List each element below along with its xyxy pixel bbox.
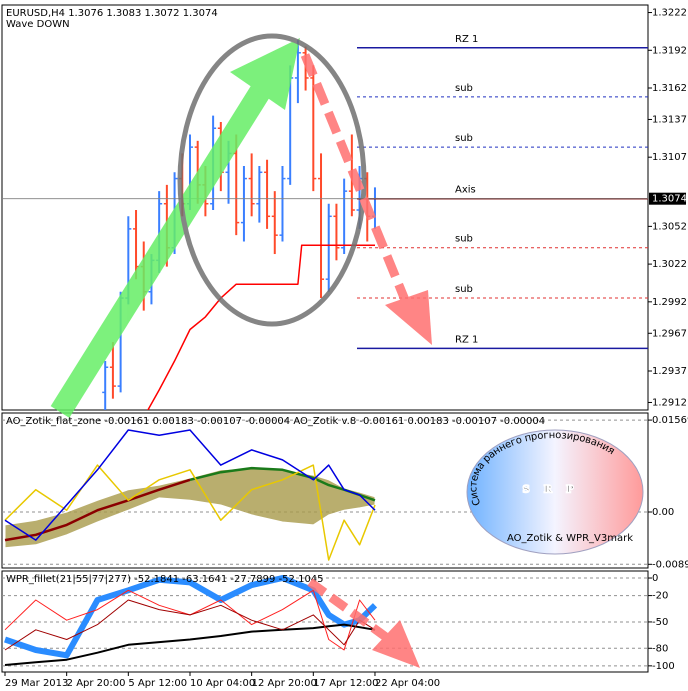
annotations <box>50 33 432 668</box>
y-tick-label: 1.3137 <box>652 114 687 125</box>
price-box <box>649 192 686 205</box>
red-arrow-head <box>385 290 432 345</box>
series-line <box>4 599 376 651</box>
y-tick-label: 1.3162 <box>652 83 687 94</box>
y-tick-label: 1.3022 <box>652 259 687 270</box>
y-tick-label: -50 <box>652 617 668 628</box>
level-label: RZ 1 <box>455 34 478 45</box>
pane <box>2 575 648 667</box>
level-label: sub <box>455 133 473 144</box>
x-tick-label: 10 Apr 04:00 <box>190 678 255 689</box>
y-tick-label: 1.3052 <box>652 221 687 232</box>
y-tick-label: -80 <box>652 643 668 654</box>
series-line <box>4 429 376 541</box>
y-tick-label: 0.01569 <box>652 415 688 426</box>
price-label: 1.3074 <box>652 194 687 205</box>
ellipse <box>177 33 367 327</box>
series-line <box>4 478 191 542</box>
logo-caption: AO_Zotik & WPR_V3mark <box>507 533 633 544</box>
level-label: sub <box>455 234 473 245</box>
x-tick-label: 5 Apr 12:00 <box>128 678 187 689</box>
y-tick-label: 0.00 <box>652 507 674 518</box>
red-arrow-head-lower <box>372 620 420 668</box>
level-label: sub <box>455 83 473 94</box>
x-tick-label: 22 Apr 04:00 <box>375 678 440 689</box>
y-tick-label: 1.3192 <box>652 45 687 56</box>
y-tick-label: 0 <box>652 573 658 584</box>
green-arrow-head <box>230 38 300 110</box>
x-tick-label: 2 Apr 20:00 <box>67 678 126 689</box>
y-tick-label: 1.2912 <box>652 397 687 408</box>
pane-subtitle: Wave DOWN <box>6 19 70 30</box>
y-tick-label: 1.2967 <box>652 328 687 339</box>
red-arrow-shaft-lower <box>307 578 393 644</box>
x-tick-label: 17 Apr 12:00 <box>313 678 378 689</box>
y-tick-label: -100 <box>652 661 675 672</box>
series-line <box>4 464 376 561</box>
pane-title: EURUSD,H4 1.3076 1.3083 1.3072 1.3074 <box>6 8 218 19</box>
level-label: Axis <box>455 185 476 196</box>
logo-letters: SRP <box>522 485 587 496</box>
series-line <box>4 623 376 666</box>
series-line <box>147 244 375 410</box>
pane-title: WPR_fillet(21|55|77|277) -52.1841 -63.16… <box>6 574 324 585</box>
y-tick-label: 1.2992 <box>652 297 687 308</box>
y-tick-label: 1.2937 <box>652 366 687 377</box>
x-tick-label: 29 Mar 2013 <box>5 678 68 689</box>
level-label: sub <box>455 284 473 295</box>
pane-title: AO_Zotik_flat_zone -0.00161 0.00183 -0.0… <box>6 416 545 427</box>
x-tick-label: 12 Apr 20:00 <box>252 678 317 689</box>
red-arrow-shaft <box>300 53 410 302</box>
y-tick-label: -0.00893 <box>652 559 688 570</box>
logo: Система раннего прогнозирования SRP AO_Z… <box>466 429 644 555</box>
pane <box>2 419 648 565</box>
y-tick-label: 1.3107 <box>652 152 687 163</box>
logo-ellipse <box>466 429 644 555</box>
series-line <box>4 589 376 651</box>
green-arrow-shaft <box>50 54 290 418</box>
y-tick-label: -20 <box>652 591 668 602</box>
y-tick-label: 1.3222 <box>652 8 687 19</box>
level-label: RZ 1 <box>455 334 478 345</box>
